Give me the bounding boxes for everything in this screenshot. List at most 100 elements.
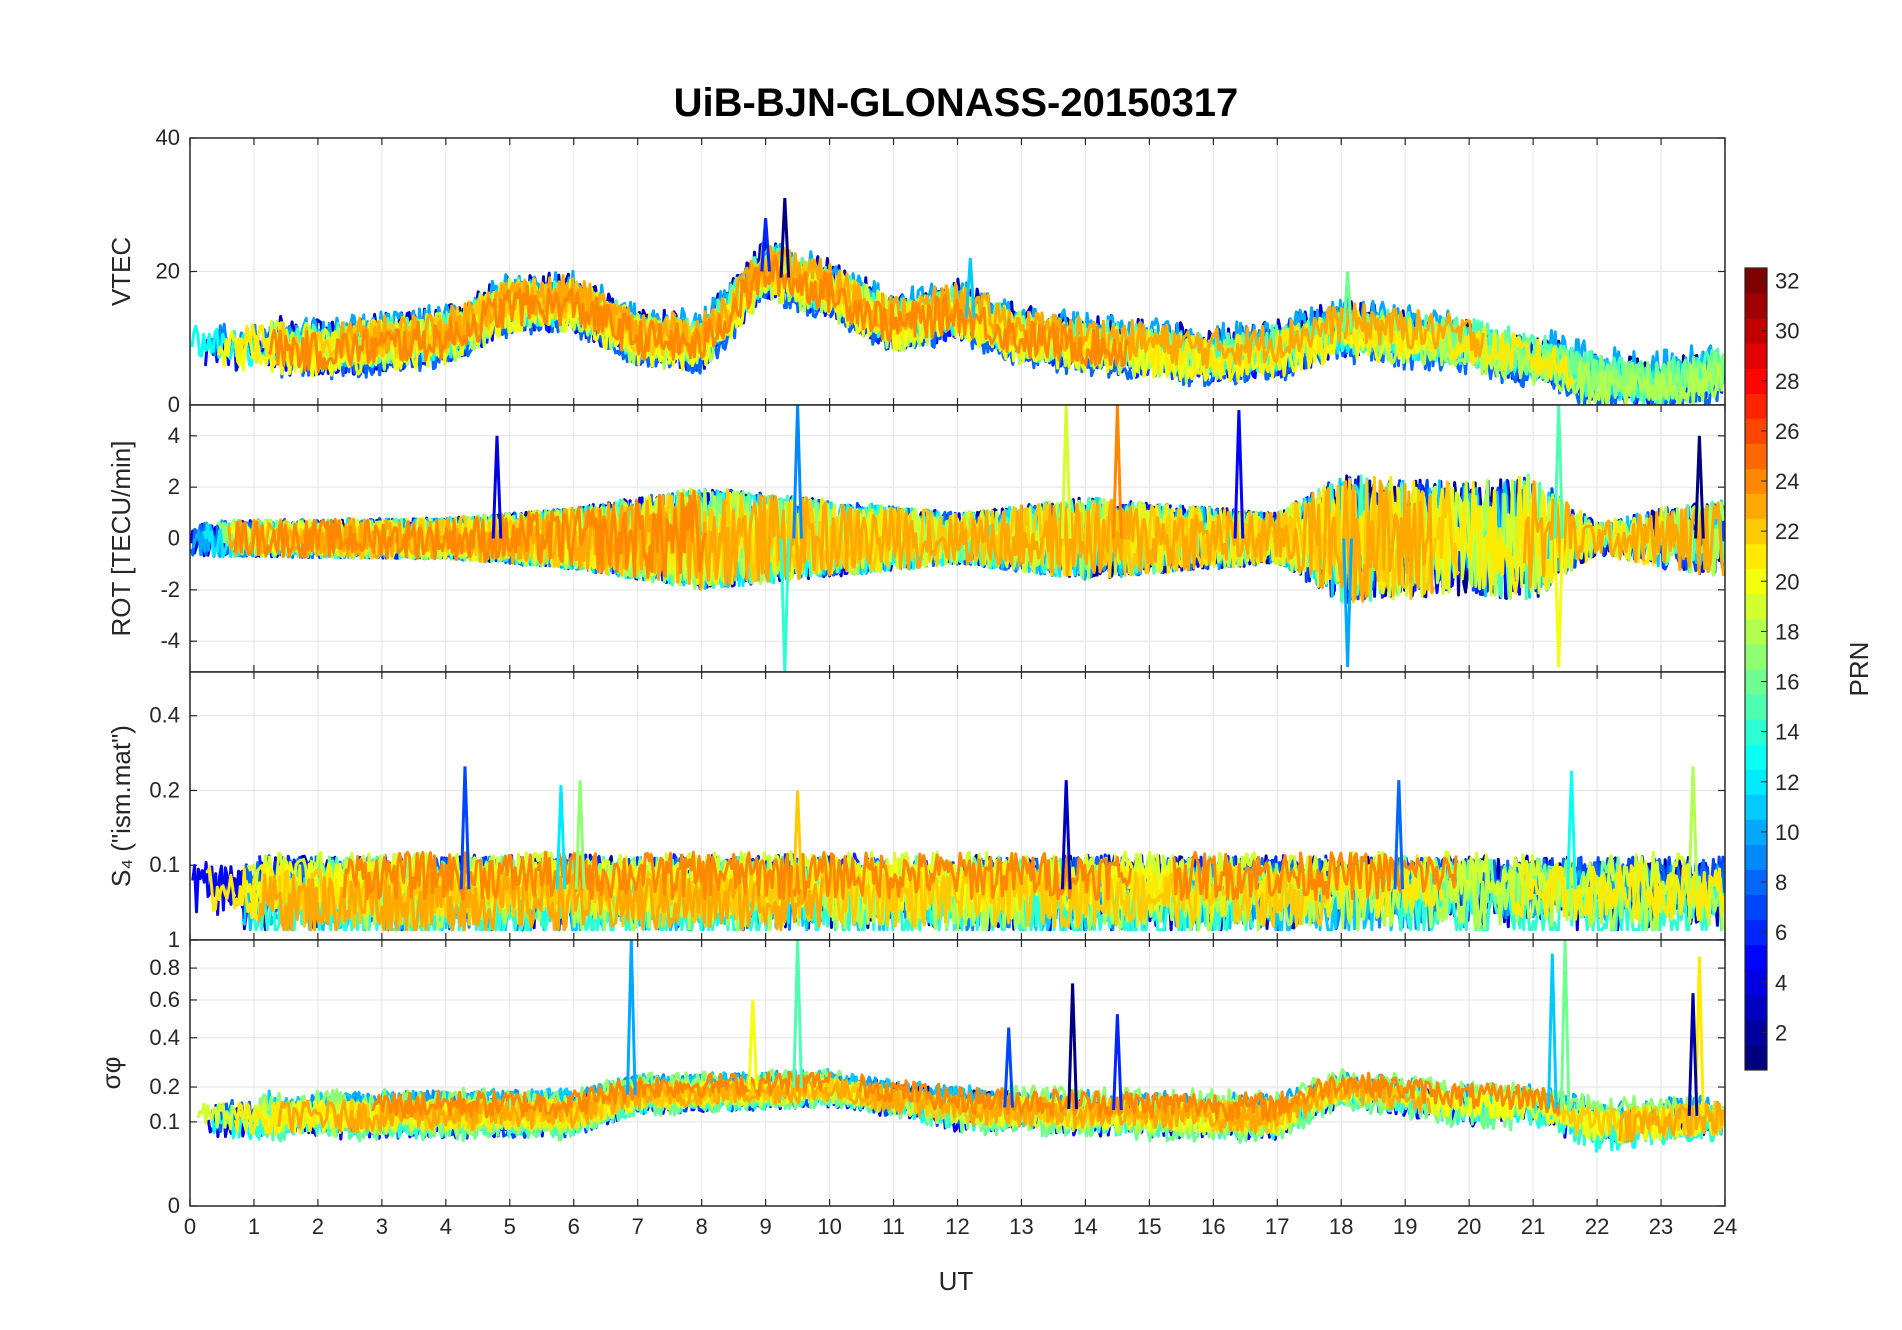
colorbar-tick-label: 20	[1775, 569, 1799, 594]
colorbar-tick-label: 24	[1775, 469, 1799, 494]
colorbar-segment	[1745, 468, 1767, 495]
colorbar-tick-label: 12	[1775, 770, 1799, 795]
x-axis: 0 1 2 3 4 5 6 7 8 9 10 11 12 13 14 15 16 17 18 19 20 21 22 23 24	[184, 1214, 1737, 1239]
y-tick-label: 2	[168, 474, 180, 499]
y-tick-label: 0.8	[149, 955, 180, 980]
y-tick-label: 40	[156, 125, 180, 150]
spike-mark	[1687, 993, 1699, 1116]
x-tick-label: 13	[1009, 1214, 1033, 1239]
x-tick-label: 0	[184, 1214, 196, 1239]
colorbar-segment	[1745, 543, 1767, 570]
colorbar-tick-label: 16	[1775, 670, 1799, 695]
colorbar-tick-label: 26	[1775, 419, 1799, 444]
y-tick-label: 0.4	[149, 703, 180, 728]
series-prn-23	[339, 244, 870, 357]
colorbar-segment	[1745, 894, 1767, 921]
series-prn-24	[1172, 850, 1458, 901]
series-prn-24	[232, 489, 707, 579]
series-prn-24	[268, 254, 1130, 374]
x-tick-label: 1	[248, 1214, 260, 1239]
y-tick-label: -4	[160, 628, 180, 653]
spike-mark	[965, 258, 976, 317]
spike-mark	[792, 940, 803, 1089]
x-tick-label: 16	[1201, 1214, 1225, 1239]
colorbar-segment	[1745, 794, 1767, 820]
spike-mark	[1060, 405, 1072, 539]
colorbar-segment	[1745, 844, 1767, 870]
series-prn-21	[1510, 863, 1725, 921]
x-tick-label: 22	[1585, 1214, 1609, 1239]
colorbar-segment	[1745, 393, 1767, 419]
colorbar-tick-label: 32	[1775, 269, 1799, 294]
spike-mark	[1067, 983, 1078, 1110]
colorbar-segment	[1745, 293, 1767, 319]
x-tick-label: 8	[696, 1214, 708, 1239]
colorbar-segment	[1745, 368, 1767, 394]
colorbar-segment	[1745, 994, 1767, 1021]
colorbar-segment	[1745, 343, 1767, 369]
y-tick-label: 20	[156, 259, 180, 284]
panel-2: -4 -2 0 2 4 ROT [TECU/min]	[106, 404, 1726, 673]
colorbar-segment	[1745, 268, 1767, 294]
spike-mark	[760, 217, 771, 272]
colorbar-segment	[1745, 493, 1767, 520]
panel-frame	[189, 939, 1726, 1207]
y-tick-label: 0.1	[149, 1109, 180, 1134]
x-tick-label: 20	[1457, 1214, 1481, 1239]
colorbar-tick-label: 4	[1775, 970, 1787, 995]
colorbar-segment	[1745, 643, 1767, 670]
colorbar-segment	[1745, 418, 1767, 444]
series-group	[190, 405, 1725, 672]
x-tick-label: 18	[1329, 1214, 1353, 1239]
spike-mark	[1342, 271, 1353, 333]
colorbar-segment	[1745, 518, 1767, 545]
x-tick-label: 12	[945, 1214, 969, 1239]
x-tick-label: 9	[760, 1214, 772, 1239]
y-axis-label: S₄ ("ism.mat")	[106, 725, 136, 887]
colorbar-tick-label: 8	[1775, 870, 1787, 895]
spike-mark	[1559, 940, 1571, 1113]
spike-mark	[1112, 405, 1123, 539]
series-prn-23	[277, 1078, 1432, 1134]
x-tick-label: 4	[440, 1214, 452, 1239]
y-tick-label: 0.2	[149, 1074, 180, 1099]
y-tick-label: -2	[160, 577, 180, 602]
colorbar-tick-label: 2	[1775, 1020, 1787, 1045]
x-tick-label: 23	[1649, 1214, 1673, 1239]
y-tick-label: 0	[168, 526, 180, 551]
colorbar-segment	[1745, 568, 1767, 595]
x-axis-label: UT	[939, 1266, 974, 1296]
spike-mark	[1003, 1027, 1014, 1108]
series-prn-18	[1059, 870, 1725, 932]
colorbar-segment	[1745, 944, 1767, 971]
y-axis-label: σφ	[96, 1057, 126, 1090]
y-tick-label: 0.2	[149, 777, 180, 802]
colorbar-segment	[1745, 318, 1767, 344]
spike-mark	[779, 538, 791, 672]
panel-3: 0.1 0.2 0.4 S₄ ("ism.mat")	[106, 671, 1726, 941]
spike-mark	[555, 785, 567, 890]
colorbar-segment	[1745, 744, 1767, 770]
spike-mark	[1687, 766, 1699, 890]
y-tick-label: 0.6	[149, 987, 180, 1012]
spike-mark	[1342, 538, 1353, 667]
spike-mark	[1393, 780, 1405, 890]
spike-mark	[574, 780, 586, 890]
spike-mark	[792, 790, 803, 890]
x-tick-label: 21	[1521, 1214, 1545, 1239]
colorbar-tick-label: 22	[1775, 519, 1799, 544]
spike-mark	[491, 435, 503, 539]
y-axis-label: ROT [TECU/min]	[106, 441, 136, 637]
colorbar-segment	[1745, 443, 1767, 469]
spike-mark	[1553, 405, 1564, 539]
y-axis-label: VTEC	[106, 237, 136, 306]
x-tick-label: 7	[632, 1214, 644, 1239]
spike-mark	[747, 999, 759, 1090]
colorbar-tick-label: 18	[1775, 619, 1799, 644]
colorbar-segment	[1745, 719, 1767, 745]
spike-mark	[1553, 538, 1564, 667]
panel-4: 0 0.1 0.2 0.4 0.6 0.8 1 σφ	[96, 927, 1726, 1218]
colorbar-label: PRN	[1844, 642, 1874, 697]
colorbar-segment	[1745, 669, 1767, 695]
